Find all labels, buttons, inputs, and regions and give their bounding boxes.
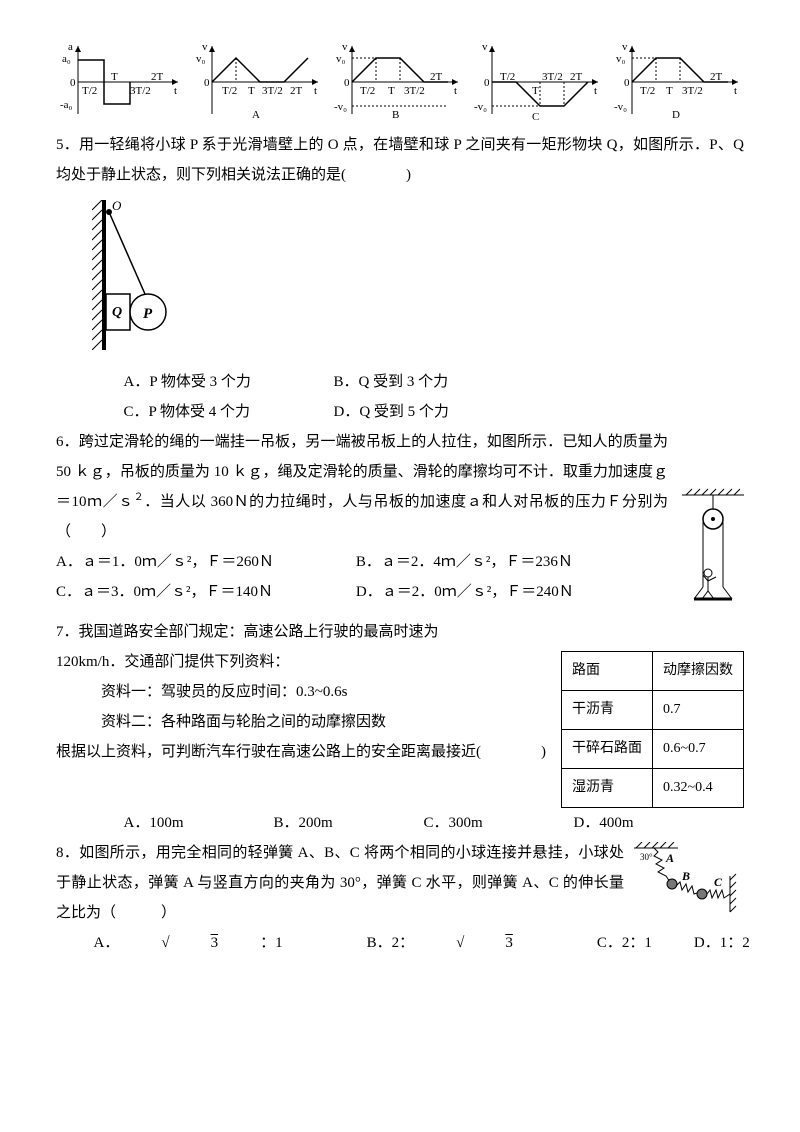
svg-text:t: t bbox=[454, 85, 457, 97]
svg-text:v: v bbox=[202, 41, 208, 53]
svg-text:v: v bbox=[342, 41, 348, 53]
svg-text:T/2: T/2 bbox=[640, 85, 655, 97]
q5-optC: C．P 物体受 4 个力 bbox=[124, 397, 334, 427]
q7-res1: 资料一：驾驶员的反应时间：0.3~0.6s bbox=[56, 677, 547, 707]
svg-text:3T/2: 3T/2 bbox=[130, 85, 151, 97]
svg-text:t: t bbox=[594, 85, 597, 97]
svg-text:P: P bbox=[143, 306, 153, 322]
svg-text:t: t bbox=[314, 85, 317, 97]
svg-text:T: T bbox=[388, 85, 395, 97]
q6-optB: B．ａ＝2．4ｍ／ｓ²，Ｆ＝236Ｎ bbox=[356, 547, 573, 577]
svg-text:-v₀: -v₀ bbox=[474, 101, 487, 113]
q8-figure: 30° A B C bbox=[634, 842, 744, 922]
svg-text:v₀: v₀ bbox=[196, 53, 206, 65]
svg-text:B: B bbox=[392, 109, 399, 121]
svg-text:v₀: v₀ bbox=[336, 53, 346, 65]
svg-text:t: t bbox=[734, 85, 737, 97]
svg-text:T: T bbox=[111, 71, 118, 83]
q7-res2: 资料二：各种路面与轮胎之间的动摩擦因数 bbox=[56, 707, 547, 737]
graph-C: v t 0 -v₀ T/2 T 3T/2 2T C bbox=[470, 40, 604, 124]
q8-options: A．3：1 B．2：3 C．2：1 D．1：2 bbox=[56, 928, 744, 958]
svg-text:A: A bbox=[665, 851, 674, 865]
svg-text:T/2: T/2 bbox=[222, 85, 237, 97]
q6-optC: C．ａ＝3．0ｍ／ｓ²，Ｆ＝140Ｎ bbox=[56, 577, 356, 607]
svg-text:3T/2: 3T/2 bbox=[682, 85, 703, 97]
svg-text:Q: Q bbox=[112, 305, 122, 320]
q6-text: 6．跨过定滑轮的绳的一端挂一吊板，另一端被吊板上的人拉住，如图所示．已知人的质量… bbox=[56, 427, 668, 547]
q7-optC: C．300m bbox=[424, 808, 574, 838]
svg-text:T/2: T/2 bbox=[82, 85, 97, 97]
svg-text:C: C bbox=[532, 111, 539, 123]
svg-text:v: v bbox=[622, 41, 628, 53]
q8-optD: D．1：2 bbox=[694, 928, 750, 958]
svg-text:2T: 2T bbox=[570, 71, 583, 83]
svg-text:a: a bbox=[68, 41, 73, 53]
svg-text:T: T bbox=[248, 85, 255, 97]
svg-text:3T/2: 3T/2 bbox=[542, 71, 563, 83]
svg-text:2T: 2T bbox=[151, 71, 164, 83]
svg-text:0: 0 bbox=[204, 77, 210, 89]
graph-A: v t 0 v₀ T/2 T 3T/2 2T A bbox=[190, 40, 324, 124]
svg-text:C: C bbox=[714, 875, 723, 889]
q5-optB: B．Q 受到 3 个力 bbox=[334, 367, 449, 397]
svg-text:0: 0 bbox=[344, 77, 350, 89]
svg-text:T/2: T/2 bbox=[500, 71, 515, 83]
svg-text:2T: 2T bbox=[710, 71, 723, 83]
q6-optA: A．ａ＝1．0ｍ／ｓ²，Ｆ＝260Ｎ bbox=[56, 547, 356, 577]
q7-optD: D．400m bbox=[574, 808, 724, 838]
svg-text:0: 0 bbox=[70, 77, 76, 89]
q5-options: A．P 物体受 3 个力B．Q 受到 3 个力 C．P 物体受 4 个力D．Q … bbox=[56, 367, 744, 427]
q5-figure: O Q P bbox=[92, 200, 744, 361]
svg-text:T: T bbox=[666, 85, 673, 97]
svg-text:a₀: a₀ bbox=[62, 53, 71, 65]
q7-table: 路面动摩擦因数 干沥青0.7 干碎石路面0.6~0.7 湿沥青0.32~0.4 bbox=[561, 651, 744, 808]
svg-text:2T: 2T bbox=[290, 85, 303, 97]
q7-text1: 7．我国道路安全部门规定：高速公路上行驶的最高时速为 bbox=[56, 617, 744, 647]
svg-text:30°: 30° bbox=[640, 852, 653, 862]
q7-optA: A．100m bbox=[124, 808, 274, 838]
svg-text:2T: 2T bbox=[430, 71, 443, 83]
svg-text:0: 0 bbox=[624, 77, 630, 89]
q7-text2: 120km/h．交通部门提供下列资料： bbox=[56, 647, 547, 677]
q4-graphs: a t 0 a₀ -a₀ T/2 T 3T/2 2T v t 0 v₀ T/2 bbox=[56, 40, 744, 124]
svg-text:0: 0 bbox=[484, 77, 490, 89]
svg-text:v: v bbox=[482, 41, 488, 53]
svg-text:v₀: v₀ bbox=[616, 53, 626, 65]
svg-text:A: A bbox=[252, 109, 260, 121]
q7-options: A．100m B．200m C．300m D．400m bbox=[56, 808, 744, 838]
q5-optA: A．P 物体受 3 个力 bbox=[124, 367, 334, 397]
graph-accel: a t 0 a₀ -a₀ T/2 T 3T/2 2T bbox=[56, 40, 184, 124]
q6-figure bbox=[682, 487, 744, 617]
svg-text:-v₀: -v₀ bbox=[614, 101, 627, 113]
svg-text:3T/2: 3T/2 bbox=[404, 85, 425, 97]
q7-text3: 根据以上资料，可判断汽车行驶在高速公路上的安全距离最接近( ) bbox=[56, 737, 547, 767]
svg-text:D: D bbox=[672, 109, 680, 121]
q5-optD: D．Q 受到 5 个力 bbox=[334, 397, 449, 427]
svg-text:O: O bbox=[112, 200, 122, 213]
q5-text: 5．用一轻绳将小球 P 系于光滑墙壁上的 O 点，在墙壁和球 P 之间夹有一矩形… bbox=[56, 130, 744, 190]
svg-text:-a₀: -a₀ bbox=[60, 99, 73, 111]
q7-optB: B．200m bbox=[274, 808, 424, 838]
svg-text:T/2: T/2 bbox=[360, 85, 375, 97]
svg-text:-v₀: -v₀ bbox=[334, 101, 347, 113]
graph-D: v t 0 v₀ -v₀ T/2 T 3T/2 2T D bbox=[610, 40, 744, 124]
svg-text:t: t bbox=[174, 85, 177, 97]
graph-B: v t 0 v₀ -v₀ T/2 T 3T/2 2T B bbox=[330, 40, 464, 124]
svg-text:T: T bbox=[532, 85, 539, 97]
q8-optA: A．3：1 bbox=[94, 928, 325, 958]
q8-text: 8．如图所示，用完全相同的轻弹簧 A、B、C 将两个相同的小球连接并悬挂，小球处… bbox=[56, 838, 624, 928]
svg-text:B: B bbox=[681, 869, 690, 883]
svg-text:3T/2: 3T/2 bbox=[262, 85, 283, 97]
q8-optC: C．2：1 bbox=[597, 928, 652, 958]
q6-optD: D．ａ＝2．0ｍ／ｓ²，Ｆ＝240Ｎ bbox=[356, 577, 574, 607]
q8-optB: B．2：3 bbox=[367, 928, 555, 958]
